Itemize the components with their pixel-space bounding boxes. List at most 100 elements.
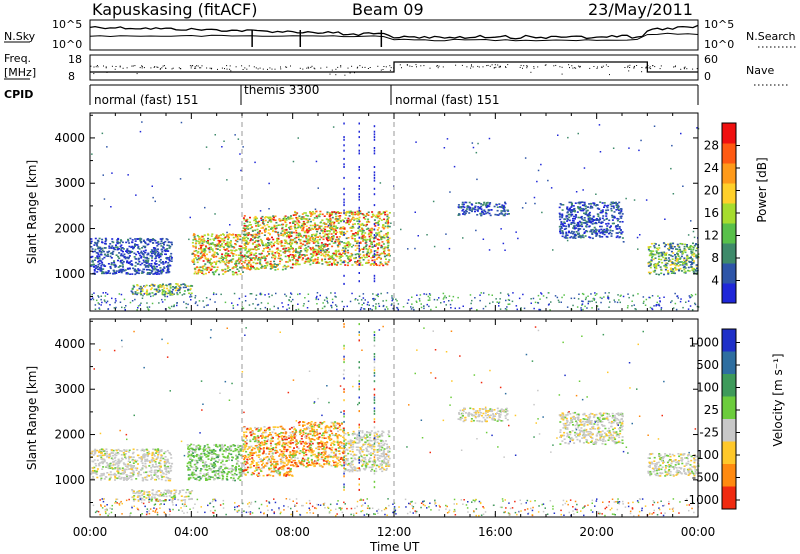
echo-cell xyxy=(151,257,154,259)
nave-point xyxy=(111,65,113,67)
echo-cell xyxy=(617,204,620,207)
echo-cell xyxy=(138,269,141,271)
echo-cell xyxy=(683,257,686,259)
nave-point xyxy=(674,66,676,68)
echo-cell xyxy=(665,252,668,254)
echo-cell xyxy=(601,209,604,211)
echo-cell xyxy=(331,255,334,257)
echo-cell xyxy=(267,217,270,219)
echo-cell xyxy=(103,198,106,200)
echo-cell xyxy=(94,308,97,310)
echo-cell xyxy=(294,255,297,257)
echo-cell xyxy=(388,225,391,228)
echo-cell xyxy=(582,228,585,231)
echo-cell xyxy=(689,245,692,247)
echo-cell xyxy=(267,250,269,253)
nave-point xyxy=(122,67,124,69)
echo-cell xyxy=(366,303,369,306)
echo-cell xyxy=(282,234,285,237)
echo-cell xyxy=(284,221,287,224)
echo-cell xyxy=(678,249,681,252)
echo-cell xyxy=(286,261,289,263)
echo-cell xyxy=(147,264,150,267)
echo-cell xyxy=(215,236,218,238)
echo-cell xyxy=(243,218,246,221)
echo-cell xyxy=(330,292,332,294)
echo-cell xyxy=(127,456,130,459)
echo-cell xyxy=(350,252,353,255)
echo-cell xyxy=(317,256,319,259)
echo-cell xyxy=(118,293,121,295)
echo-cell xyxy=(202,250,205,252)
echo-cell xyxy=(338,257,341,260)
echo-cell xyxy=(160,240,163,243)
echo-cell xyxy=(267,225,270,228)
echo-cell xyxy=(566,206,569,208)
echo-cell xyxy=(626,307,629,309)
echo-cell xyxy=(297,303,299,305)
echo-cell xyxy=(173,293,175,295)
echo-cell xyxy=(227,235,230,238)
echo-cell xyxy=(605,209,608,212)
echo-cell xyxy=(679,264,682,266)
echo-cell xyxy=(312,242,315,244)
echo-cell xyxy=(449,303,452,306)
echo-cell xyxy=(336,220,338,222)
echo-cell xyxy=(618,227,621,230)
echo-cell xyxy=(247,243,250,245)
echo-cell xyxy=(397,303,400,305)
echo-cell xyxy=(91,153,93,155)
echo-cell xyxy=(599,218,602,221)
echo-cell xyxy=(377,221,379,224)
echo-cell xyxy=(282,223,285,226)
echo-cell xyxy=(110,457,113,460)
echo-cell xyxy=(312,262,315,264)
echo-cell xyxy=(216,252,218,254)
echo-cell xyxy=(304,254,307,257)
echo-cell xyxy=(164,250,167,253)
echo-cell xyxy=(444,295,446,297)
echo-cell xyxy=(136,449,139,451)
echo-cell xyxy=(305,254,308,256)
echo-cell xyxy=(287,231,290,233)
echo-cell xyxy=(343,209,345,212)
echo-cell xyxy=(350,235,353,238)
echo-cell xyxy=(338,255,341,258)
echo-cell xyxy=(259,308,262,310)
echo-cell xyxy=(667,271,670,274)
echo-cell xyxy=(375,244,377,246)
echo-cell xyxy=(316,261,319,264)
echo-cell xyxy=(112,449,115,452)
echo-cell xyxy=(362,251,365,253)
echo-cell xyxy=(480,214,483,217)
echo-cell xyxy=(574,202,577,204)
echo-cell xyxy=(620,217,623,219)
echo-cell xyxy=(295,236,298,239)
echo-cell xyxy=(124,257,127,260)
echo-cell xyxy=(386,232,389,235)
echo-cell xyxy=(322,249,325,252)
echo-cell xyxy=(114,475,117,478)
echo-cell xyxy=(344,217,347,220)
echo-cell xyxy=(663,259,666,262)
echo-cell xyxy=(139,130,142,133)
echo-cell xyxy=(332,126,335,128)
echo-cell xyxy=(663,265,666,267)
echo-cell xyxy=(153,288,156,291)
echo-cell xyxy=(590,230,593,233)
echo-cell xyxy=(133,268,136,271)
echo-cell xyxy=(502,242,505,245)
echo-cell xyxy=(248,248,250,251)
echo-cell xyxy=(627,305,629,307)
echo-cell xyxy=(163,287,166,289)
echo-cell xyxy=(674,269,677,271)
echo-cell xyxy=(165,292,168,295)
echo-cell xyxy=(465,210,468,213)
echo-cell xyxy=(242,217,245,219)
echo-cell xyxy=(259,259,262,261)
echo-cell xyxy=(261,222,264,224)
echo-cell xyxy=(158,465,161,467)
echo-cell xyxy=(618,299,620,301)
echo-cell xyxy=(689,246,692,248)
echo-cell xyxy=(151,477,154,480)
